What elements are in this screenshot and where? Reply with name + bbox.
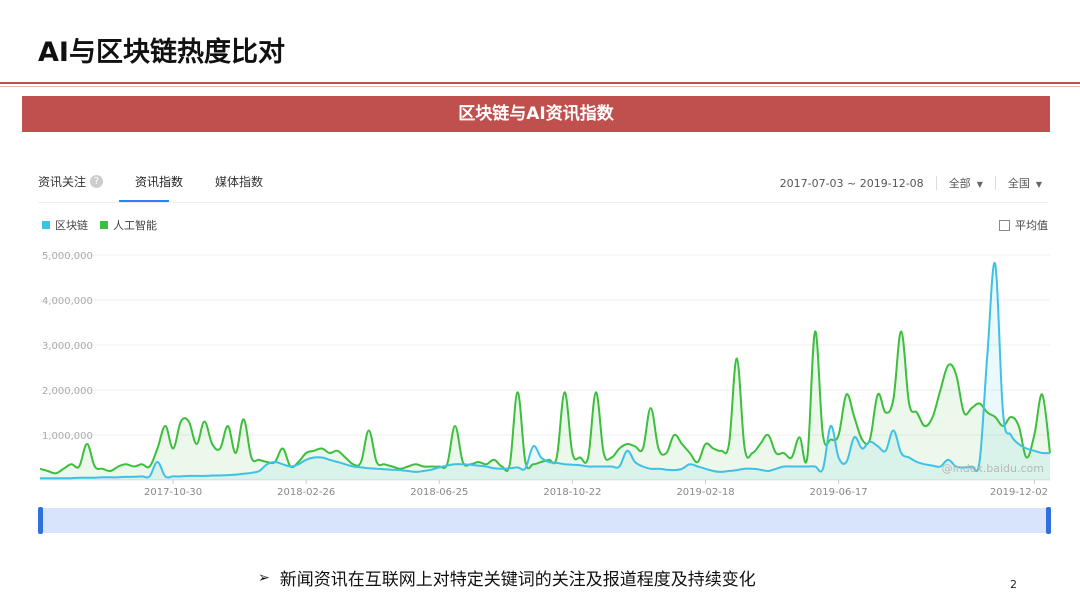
x-tick-label: 2018-10-22 (543, 487, 601, 498)
scope-select[interactable]: 全部 ▼ (949, 175, 983, 191)
filter-bar: 2017-07-03 ~ 2019-12-08 全部 ▼ 全国 ▼ (780, 175, 1042, 191)
caret-down-icon: ▼ (1035, 180, 1042, 189)
average-toggle[interactable]: 平均值 (999, 217, 1048, 233)
x-tick-label: 2017-10-30 (144, 487, 202, 498)
y-tick-label: 5,000,000 (42, 251, 93, 262)
legend-swatch (100, 221, 108, 229)
title-divider (0, 82, 1080, 84)
series-line-ai (39, 330, 1051, 475)
series-line-blockchain (39, 261, 1051, 480)
watermark: @index.baidu.com (942, 462, 1044, 475)
legend-label: 人工智能 (113, 219, 157, 232)
y-tick-label: 3,000,000 (42, 341, 93, 352)
region-value: 全国 (1007, 177, 1030, 190)
checkbox[interactable] (999, 219, 1010, 231)
toolbar-divider (38, 202, 1048, 203)
time-range-slider[interactable] (40, 508, 1048, 533)
x-tick-label: 2019-02-18 (676, 487, 734, 498)
y-axis-ticks: 5,000,000 4,000,000 3,000,000 2,000,000 1,00… (42, 251, 93, 442)
title-divider-thin (0, 86, 1080, 87)
x-tick-label: 2019-12-02 (990, 487, 1048, 498)
tab-media-index[interactable]: 媒体指数 (215, 175, 264, 189)
x-tick-label: 2019-06-17 (810, 487, 868, 498)
y-tick-label: 2,000,000 (42, 386, 93, 397)
legend-item-ai[interactable]: 人工智能 (100, 217, 157, 233)
scope-value: 全部 (948, 177, 971, 190)
bullet-arrow-icon: ➢ (258, 569, 270, 586)
x-tick-label: 2018-02-26 (277, 487, 335, 498)
caption-text: 新闻资讯在互联网上对特定关键词的关注及报道程度及持续变化 (279, 570, 756, 590)
series-lines (39, 261, 1051, 480)
caret-down-icon: ▼ (976, 180, 983, 189)
slide-title: AI与区块链热度比对 (38, 37, 285, 68)
help-icon[interactable]: ? (90, 175, 104, 188)
x-axis-ticks: 2017-10-30 2018-02-26 2018-06-25 2018-10-22… (144, 480, 1048, 498)
chart-banner: 区块链与AI资讯指数 (22, 96, 1050, 132)
filter-separator (994, 176, 996, 190)
page-number: 2 (1010, 578, 1017, 591)
tab-bar: 资讯关注 ? 资讯指数 媒体指数 (38, 173, 295, 190)
caption: ➢ 新闻资讯在互联网上对特定关键词的关注及报道程度及持续变化 (258, 565, 756, 591)
legend-label: 区块链 (55, 219, 88, 232)
y-tick-label: 4,000,000 (42, 296, 93, 307)
date-range-picker[interactable]: 2017-07-03 ~ 2019-12-08 (779, 176, 924, 190)
line-chart: 5,000,000 4,000,000 3,000,000 2,000,000 1,00… (39, 251, 1051, 498)
active-tab-indicator (119, 200, 169, 202)
average-label: 平均值 (1015, 219, 1048, 232)
legend-item-blockchain[interactable]: 区块链 (42, 217, 88, 233)
tab-label: 资讯关注 (38, 175, 87, 189)
filter-separator (935, 176, 937, 190)
legend-swatch (42, 221, 50, 229)
slider-handle-left[interactable] (38, 507, 43, 534)
y-tick-label: 1,000,000 (42, 431, 93, 442)
region-select[interactable]: 全国 ▼ (1008, 175, 1042, 191)
slider-handle-right[interactable] (1046, 507, 1051, 534)
x-tick-label: 2018-06-25 (410, 487, 468, 498)
legend: 区块链 人工智能 (42, 217, 169, 233)
tab-news-index[interactable]: 资讯指数 (135, 175, 184, 189)
tab-news-attention[interactable]: 资讯关注 ? (38, 173, 104, 190)
